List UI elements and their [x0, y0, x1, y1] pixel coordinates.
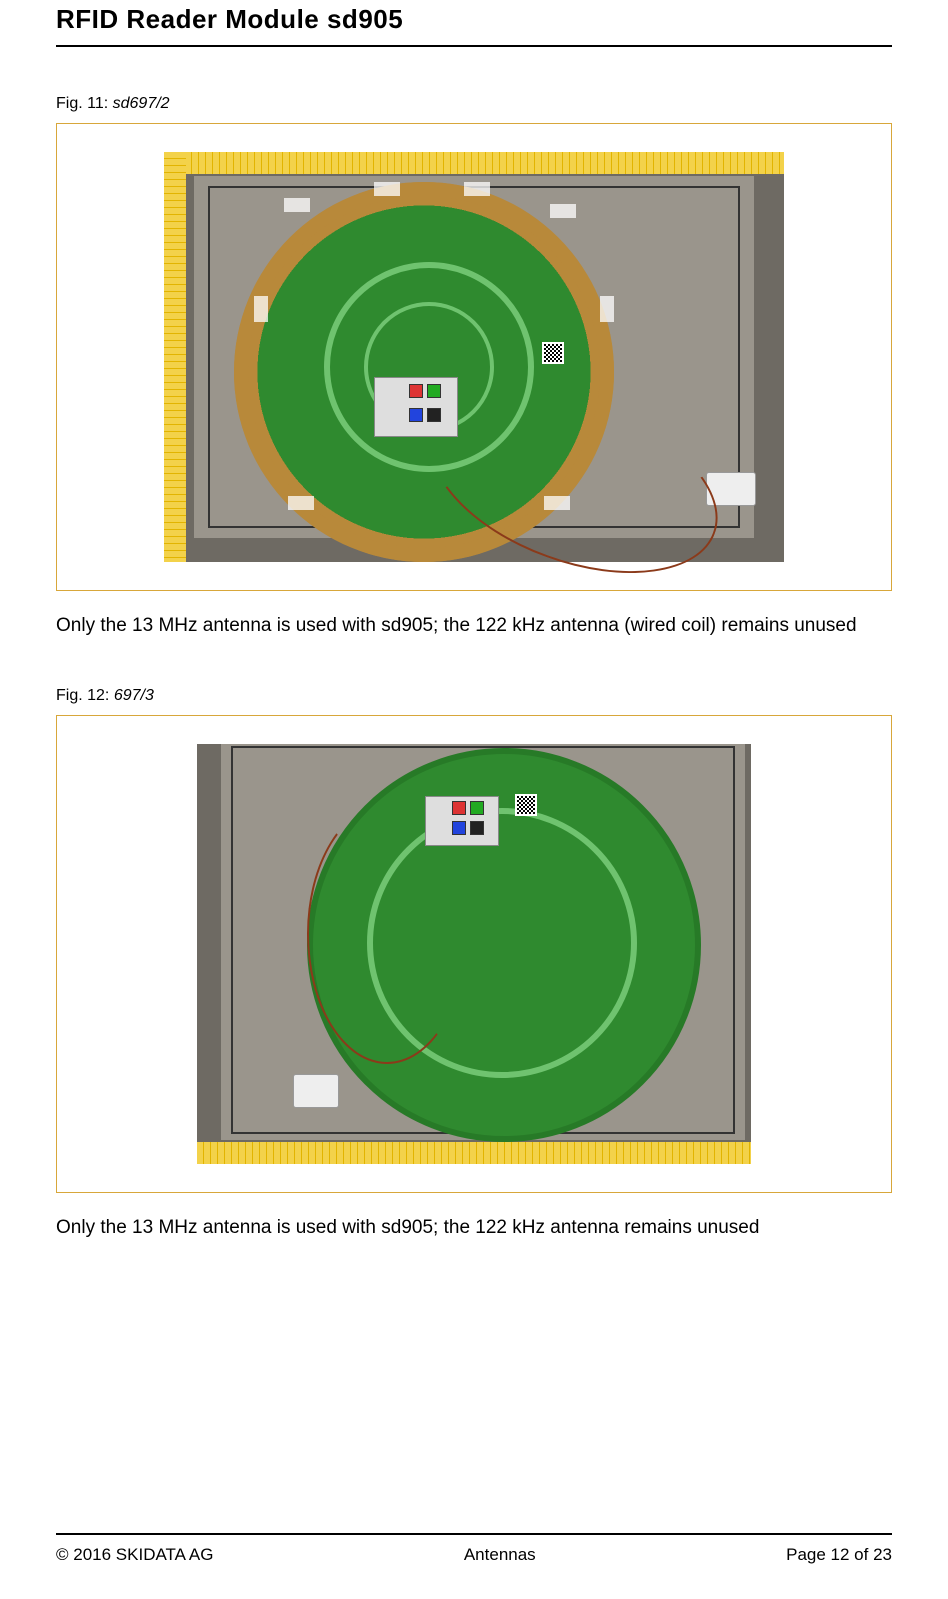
- led-red-icon: [409, 384, 423, 398]
- tape-icon: [550, 204, 576, 218]
- led-black-icon: [427, 408, 441, 422]
- fig11-description: Only the 13 MHz antenna is used with sd9…: [56, 613, 892, 639]
- led-red-icon: [452, 801, 466, 815]
- qr-code-icon: [542, 342, 564, 364]
- fig12-photo: [197, 744, 751, 1164]
- led-black-icon: [470, 821, 484, 835]
- antenna-ring-inner: [367, 808, 637, 1078]
- ruler-bottom: [197, 1142, 751, 1164]
- ruler-top: [164, 152, 784, 174]
- fig11-caption-label: Fig. 11:: [56, 95, 113, 112]
- page-footer: © 2016 SKIDATA AG Antennas Page 12 of 23: [56, 1533, 892, 1565]
- junction-box: [293, 1074, 339, 1108]
- footer-copyright: © 2016 SKIDATA AG: [56, 1545, 213, 1565]
- fig12-caption-label: Fig. 12:: [56, 687, 114, 704]
- figure-11: [56, 123, 892, 591]
- tape-icon: [284, 198, 310, 212]
- fig11-photo: [164, 152, 784, 562]
- qr-code-icon: [515, 794, 537, 816]
- pcb-module: [374, 377, 458, 437]
- tape-icon: [464, 182, 490, 196]
- tape-icon: [374, 182, 400, 196]
- tape-icon: [254, 296, 268, 322]
- doc-title: RFID Reader Module sd905: [56, 4, 892, 45]
- figure-12: [56, 715, 892, 1193]
- footer-page-number: Page 12 of 23: [786, 1545, 892, 1565]
- fig11-caption: Fig. 11: sd697/2: [56, 95, 892, 113]
- tape-icon: [544, 496, 570, 510]
- led-green-icon: [470, 801, 484, 815]
- header-rule: [56, 45, 892, 47]
- tape-icon: [600, 296, 614, 322]
- tape-icon: [288, 496, 314, 510]
- fig12-description: Only the 13 MHz antenna is used with sd9…: [56, 1215, 892, 1241]
- footer-section: Antennas: [464, 1545, 536, 1565]
- pcb-module: [425, 796, 499, 846]
- ruler-left: [164, 152, 186, 562]
- led-green-icon: [427, 384, 441, 398]
- fig12-caption-value: 697/3: [114, 687, 154, 704]
- fig12-caption: Fig. 12: 697/3: [56, 687, 892, 705]
- junction-box: [706, 472, 756, 506]
- page-header: RFID Reader Module sd905: [56, 0, 892, 47]
- led-blue-icon: [452, 821, 466, 835]
- footer-rule: [56, 1533, 892, 1535]
- fig11-caption-value: sd697/2: [113, 95, 170, 112]
- led-blue-icon: [409, 408, 423, 422]
